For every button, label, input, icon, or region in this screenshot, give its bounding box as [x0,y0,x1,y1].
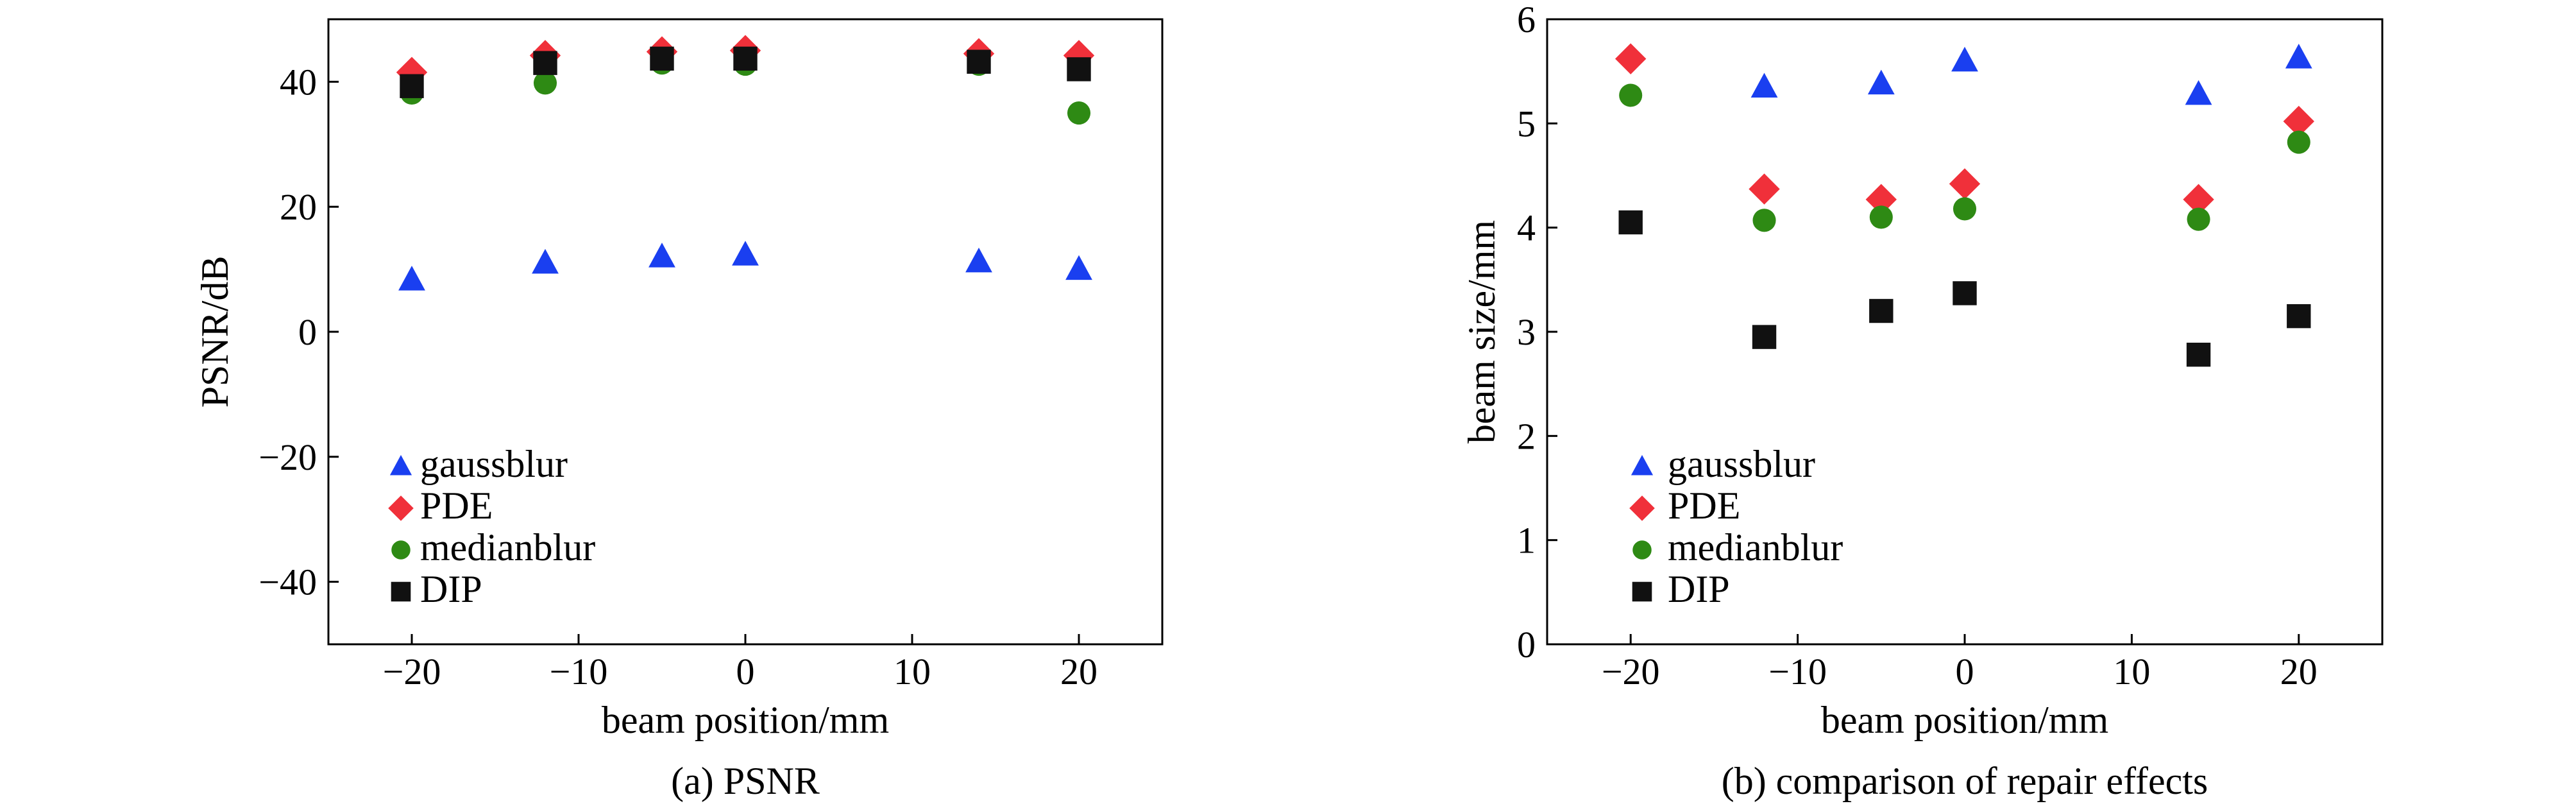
data-point-dip [733,46,758,71]
y-tick-label: −40 [258,562,317,603]
data-point-gaussblur [532,248,559,274]
y-tick-label: 40 [280,61,317,103]
x-tick-label: 20 [2280,651,2318,692]
y-tick-label: −20 [258,436,317,478]
x-tick-label: −20 [383,651,441,692]
data-point-medianblur [1869,205,1893,229]
x-tick-label: −20 [1602,651,1660,692]
y-axis-ticks: 0 1 2 3 4 5 6 [1517,0,1557,665]
data-point-pde [1749,173,1780,205]
legend-label-pde: PDE [420,484,493,527]
data-point-gaussblur [2185,80,2212,105]
legend-label-medianblur: medianblur [1668,526,1843,569]
data-point-dip [400,74,424,98]
legend: gaussblur PDE medianblur DIP [1629,443,1843,610]
legend-marker-gaussblur [389,455,412,476]
data-point-pde [1949,168,1981,200]
x-tick-label: 10 [2113,651,2150,692]
legend-label-gaussblur: gaussblur [1668,443,1815,485]
data-points [396,35,1095,291]
x-tick-label: 10 [894,651,931,692]
legend-marker-pde [388,495,414,521]
y-tick-label: 20 [280,186,317,228]
data-point-medianblur [1067,101,1091,125]
chart-caption: (a) PSNR [671,760,820,802]
data-point-gaussblur [1065,255,1092,280]
y-tick-label: 0 [1517,624,1536,665]
legend: gaussblur PDE medianblur DIP [388,443,595,610]
legend-marker-dip [1632,581,1652,602]
data-point-medianblur [2187,207,2210,231]
legend-marker-medianblur [391,540,411,560]
x-tick-label: 20 [1060,651,1097,692]
x-axis-label: beam position/mm [602,699,889,741]
legend-marker-gaussblur [1631,455,1654,476]
data-point-pde [1063,40,1095,71]
legend-label-dip: DIP [1668,568,1730,610]
data-point-dip [2287,304,2311,329]
y-tick-label: 3 [1517,311,1536,353]
data-point-dip [1953,281,1977,305]
y-tick-label: 0 [298,311,317,353]
data-point-pde [2183,184,2214,216]
x-axis-label: beam position/mm [1821,699,2108,741]
x-axis-ticks: −20 −10 0 10 20 [1602,634,2318,692]
x-axis-ticks: −20 −10 0 10 20 [383,634,1097,692]
x-tick-label: −10 [1768,651,1827,692]
data-point-gaussblur [648,243,675,268]
data-point-dip [1752,325,1777,349]
x-tick-label: 0 [736,651,755,692]
panel-a-psnr-chart: −20 −10 0 10 20 −40 −20 0 20 40 beam position/mm… [194,18,1164,802]
data-point-gaussblur [1750,73,1778,98]
data-point-dip [650,46,674,71]
y-tick-label: 6 [1517,0,1536,40]
data-point-pde [1615,43,1647,74]
data-point-gaussblur [398,266,425,291]
legend-label-pde: PDE [1668,484,1740,527]
y-tick-label: 1 [1517,520,1536,562]
data-point-dip [1869,298,1894,323]
legend-label-medianblur: medianblur [420,526,595,569]
data-point-dip [1618,210,1643,235]
legend-label-dip: DIP [420,568,482,610]
legend-marker-dip [391,581,411,602]
data-point-dip [1067,57,1091,81]
data-point-medianblur [2287,130,2310,154]
y-axis-label: PSNR/dB [194,256,236,408]
chart-caption: (b) comparison of repair effects [1722,760,2208,802]
data-point-medianblur [1953,197,1977,221]
y-tick-label: 4 [1517,207,1536,249]
legend-marker-medianblur [1632,540,1652,560]
data-point-gaussblur [1951,46,1978,72]
data-point-medianblur [533,71,557,95]
data-point-pde [2283,105,2314,137]
x-tick-label: 0 [1956,651,1974,692]
data-point-gaussblur [1867,69,1895,95]
data-point-pde [1865,184,1897,216]
y-axis-ticks: −40 −20 0 20 40 [258,61,339,603]
legend-label-gaussblur: gaussblur [420,443,568,485]
data-point-dip [2186,343,2211,367]
data-point-medianblur [1619,83,1643,107]
x-tick-label: −10 [550,651,608,692]
data-points [1615,43,2314,367]
data-point-dip [533,51,557,75]
data-point-gaussblur [965,247,992,273]
data-point-medianblur [1752,209,1776,232]
data-point-gaussblur [2285,44,2312,69]
legend-marker-pde [1629,495,1655,521]
y-tick-label: 2 [1517,415,1536,457]
data-point-dip [967,49,991,74]
y-tick-label: 5 [1517,103,1536,144]
data-point-gaussblur [732,241,759,266]
panel-b-repair-effects-chart: −20 −10 0 10 20 0 1 2 3 4 5 6 beam position/mm bea… [1461,0,2384,802]
y-axis-label: beam size/mm [1461,220,1503,443]
